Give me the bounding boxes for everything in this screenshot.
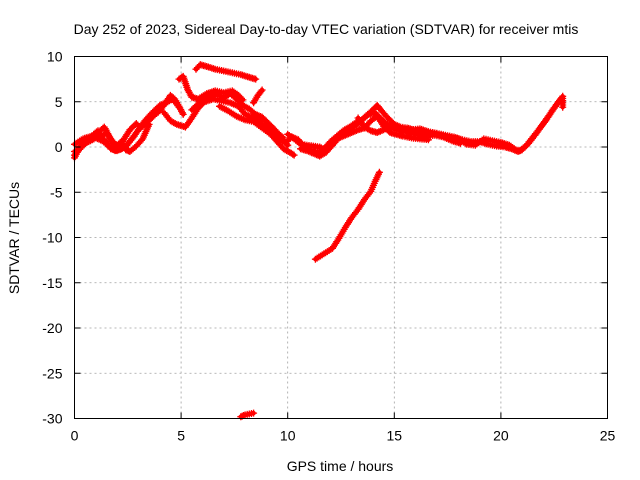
- data-point-markers: [160, 95, 292, 149]
- y-tick-label: -30: [42, 411, 62, 427]
- y-tick-label: -10: [42, 230, 62, 246]
- data-point-markers: [311, 168, 383, 263]
- series-arc-q: [237, 409, 258, 421]
- x-tick-label: 5: [177, 428, 185, 444]
- y-tick-label: 5: [55, 94, 63, 110]
- data-point-markers: [297, 112, 432, 160]
- series-arc-i: [192, 61, 260, 83]
- x-axis-title: GPS time / hours: [287, 458, 394, 474]
- y-tick-label: -20: [42, 320, 62, 336]
- y-tick-label: 0: [55, 139, 63, 155]
- data-point-markers: [433, 92, 567, 155]
- y-tick-label: 10: [47, 49, 63, 65]
- x-tick-label: 10: [280, 428, 296, 444]
- y-tick-label: -5: [50, 184, 63, 200]
- data-point-markers: [237, 409, 258, 421]
- x-tick-label: 25: [600, 428, 616, 444]
- series-arc-o: [433, 92, 567, 155]
- series-arc-g: [216, 102, 298, 159]
- series-arc-j: [250, 86, 266, 107]
- series-arc-p: [311, 168, 383, 263]
- data-point-markers: [192, 61, 260, 83]
- series-arc-m: [297, 112, 432, 160]
- data-point-markers: [216, 102, 298, 159]
- axis-ticks: 0 5 10 15 20 25 10 5 0 -5 -10 -15 -20 -25 -30: [42, 49, 615, 444]
- chart-title: Day 252 of 2023, Sidereal Day-to-day VTE…: [74, 21, 579, 37]
- plot-area: [71, 61, 567, 421]
- y-tick-label: -25: [42, 365, 62, 381]
- series-arc-h: [175, 72, 247, 104]
- series-arc-e: [160, 95, 292, 149]
- data-point-markers: [250, 86, 266, 107]
- x-tick-label: 0: [71, 428, 79, 444]
- x-tick-label: 15: [387, 428, 403, 444]
- y-axis-title: SDTVAR / TECUs: [6, 182, 22, 294]
- data-point-markers: [175, 72, 247, 104]
- y-tick-label: -15: [42, 275, 62, 291]
- series-trace: [313, 170, 382, 262]
- x-tick-label: 20: [493, 428, 509, 444]
